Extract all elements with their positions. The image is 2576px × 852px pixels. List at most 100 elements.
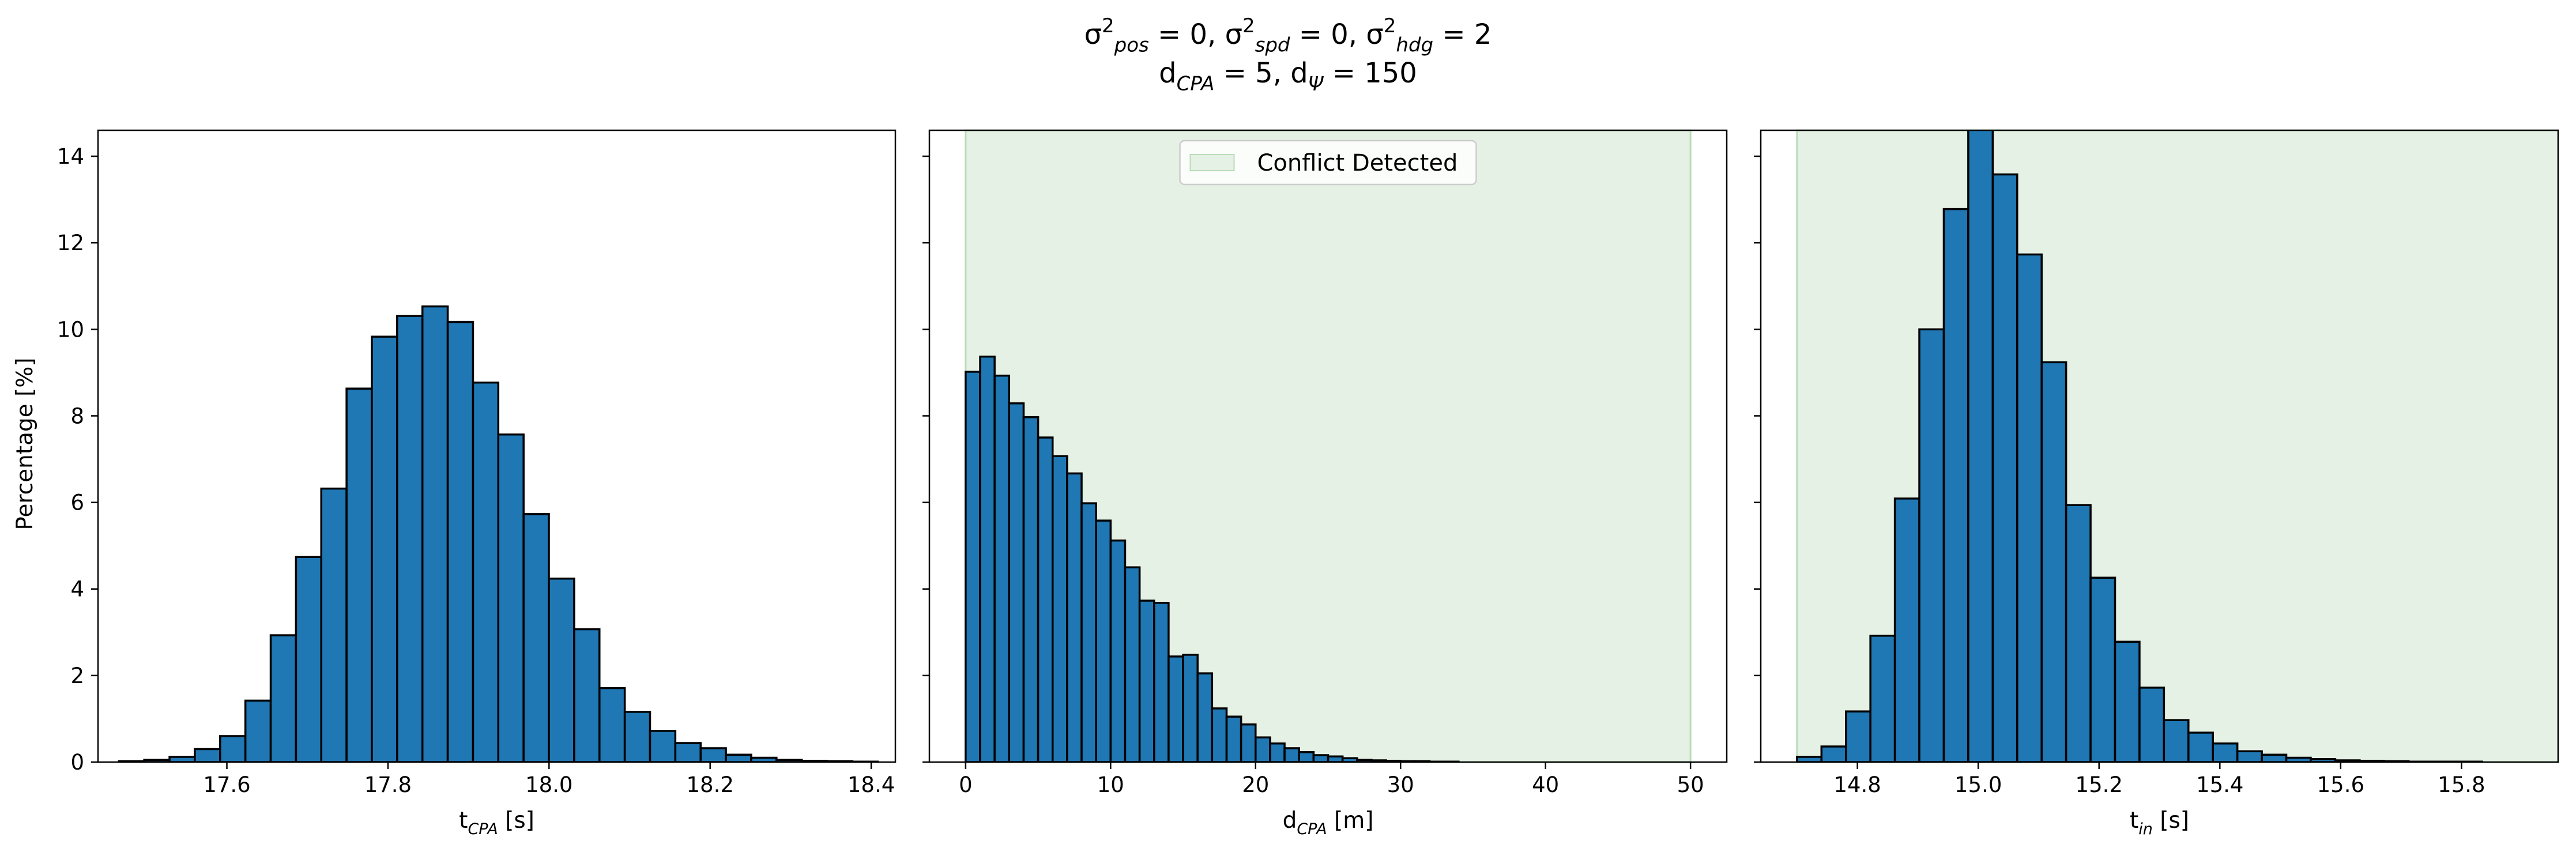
figure-title-line1: σ2pos = 0, σ2spd = 0, σ2hdg = 2 [1084, 14, 1492, 57]
x-tick-label: 15.6 [2317, 772, 2364, 797]
y-tick-label: 10 [57, 317, 84, 342]
histogram-bar [1844, 710, 1871, 762]
histogram-bar [1991, 173, 2018, 762]
axes-frame [97, 129, 897, 763]
histogram-bar [1796, 756, 1823, 762]
x-tick-label: 15.0 [1954, 772, 2002, 797]
histogram-bar [649, 730, 677, 762]
x-axis-label: tCPA [s] [459, 808, 534, 838]
legend-label: Conflict Detected [1257, 150, 1458, 176]
y-axis-label: Percentage [%] [12, 357, 38, 530]
histogram-bar [573, 628, 601, 762]
histogram-bar [497, 433, 525, 762]
x-tick-label: 18.4 [848, 772, 895, 797]
histogram-bar [674, 742, 702, 762]
legend-swatch [1189, 154, 1235, 171]
x-tick-label: 15.4 [2196, 772, 2243, 797]
y-tick-label: 14 [57, 144, 84, 169]
axes-frame [1760, 129, 2559, 763]
x-tick-label: 15.8 [2438, 772, 2485, 797]
histogram-bar [1312, 754, 1330, 762]
histogram-bar [1051, 455, 1068, 762]
histogram-bars [118, 305, 879, 762]
histogram-bar [1138, 600, 1155, 762]
y-tick-label: 0 [70, 750, 84, 775]
x-tick-label: 15.2 [2076, 772, 2123, 797]
histogram-bar [320, 487, 348, 762]
histogram-bar [1298, 751, 1315, 762]
y-tick-label: 8 [70, 404, 84, 428]
histogram-bar [1124, 566, 1141, 762]
subplot-d-cpa: 0 10 20 30 40 50 dCPA [m] Conflict Detected [922, 129, 1728, 838]
histogram-bar [1153, 601, 1170, 762]
histogram-bar [2163, 719, 2190, 762]
subplot-t-in: 14.8 15.0 15.2 15.4 15.6 15.8 tin [s] [1754, 129, 2559, 838]
histogram-bar [1240, 723, 1257, 762]
histogram-bar [2016, 253, 2043, 762]
histogram-bar [446, 321, 474, 762]
histogram-bar [522, 513, 550, 762]
histogram-bar [168, 756, 196, 762]
y-tick-label: 2 [70, 663, 84, 688]
histogram-bar [2040, 361, 2067, 762]
histogram-bar [1008, 402, 1025, 762]
x-tick-label: 10 [1097, 772, 1124, 797]
x-tick-label: 40 [1532, 772, 1559, 797]
histogram-bar [2261, 753, 2288, 762]
x-tick-label: 18.0 [525, 772, 573, 797]
histogram-bar [1967, 130, 1994, 762]
histogram-bar [295, 556, 322, 762]
y-tick-label: 4 [70, 577, 84, 602]
histogram-bar [1182, 654, 1199, 762]
histogram-bar [371, 335, 398, 762]
y-tick-label: 6 [70, 491, 84, 515]
histogram-bar [979, 355, 996, 762]
histogram-bar [1225, 715, 1242, 762]
x-tick-label: 20 [1242, 772, 1269, 797]
histogram-bar [244, 699, 272, 762]
histogram-bar [2114, 640, 2141, 762]
x-axis-label: tin [s] [2130, 808, 2189, 838]
histogram-bar [623, 711, 651, 762]
histogram-bar [1942, 208, 1969, 762]
histogram-bar [2089, 576, 2116, 762]
histogram-bar [421, 305, 449, 762]
histogram-bar [1283, 747, 1300, 762]
histogram-bar [1869, 635, 1896, 762]
histogram-bar [699, 747, 727, 762]
histogram-bar [1095, 519, 1112, 762]
histogram-bar [1080, 502, 1097, 762]
histogram-bars [1796, 130, 2483, 762]
histogram-bar [1893, 497, 1920, 762]
histogram-bar [548, 577, 575, 762]
x-tick-label: 18.2 [687, 772, 734, 797]
histogram-bar [1196, 672, 1214, 762]
histogram-bar [725, 753, 752, 762]
histogram-bar [993, 374, 1011, 762]
x-tick-label: 14.8 [1833, 772, 1881, 797]
x-axis-label: dCPA [m] [1283, 808, 1374, 838]
subplot-t-cpa: 17.6 17.8 18.0 18.2 18.4 0 2 4 6 8 10 12 14 tCPA [s] [57, 129, 897, 838]
histogram-bar [1211, 707, 1228, 762]
histogram-bar [2187, 732, 2214, 762]
histogram-bar [965, 371, 981, 762]
histogram-bar [1918, 328, 1945, 762]
x-tick-label: 17.6 [203, 772, 250, 797]
histogram-bar [345, 387, 373, 762]
histogram-bar [269, 634, 297, 762]
histogram-bar [2236, 750, 2263, 762]
legend: Conflict Detected [1179, 140, 1477, 186]
axes-frame [928, 129, 1728, 763]
histogram-bar [396, 315, 424, 762]
histogram-bar [472, 381, 500, 762]
histogram-bar [2212, 742, 2239, 762]
histogram-bar [1022, 416, 1040, 762]
histogram-bar [1109, 539, 1127, 762]
histogram-bar [1037, 436, 1054, 762]
histogram-bar [2065, 504, 2092, 762]
x-tick-label: 0 [959, 772, 973, 797]
x-tick-label: 50 [1677, 772, 1704, 797]
figure-title-line2: dCPA = 5, dΨ = 150 [1159, 57, 1417, 95]
y-tick-label: 12 [57, 231, 84, 255]
